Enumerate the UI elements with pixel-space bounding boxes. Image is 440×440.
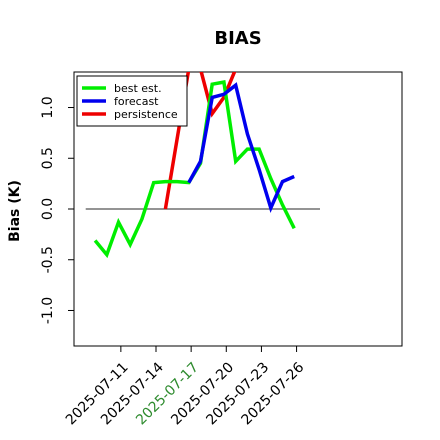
x-axis: 2025-07-112025-07-142025-07-172025-07-20… [63,346,307,428]
series-line-forecast [187,82,295,214]
legend-label-best-est: best est. [114,82,162,95]
legend-label-persistence: persistence [114,108,178,121]
y-tick-label: -0.5 [40,246,56,273]
y-tick-label: 1.0 [40,96,56,118]
y-tick-label: 0.0 [40,198,56,220]
y-tick-label: 0.5 [40,147,56,169]
y-axis-label: Bias (K) [7,180,23,242]
y-axis: -1.0 -0.5 0.0 0.5 1.0 [40,96,74,324]
y-tick-label: -1.0 [40,297,56,324]
legend-label-forecast: forecast [114,95,159,108]
chart-title: BIAS [214,28,261,49]
